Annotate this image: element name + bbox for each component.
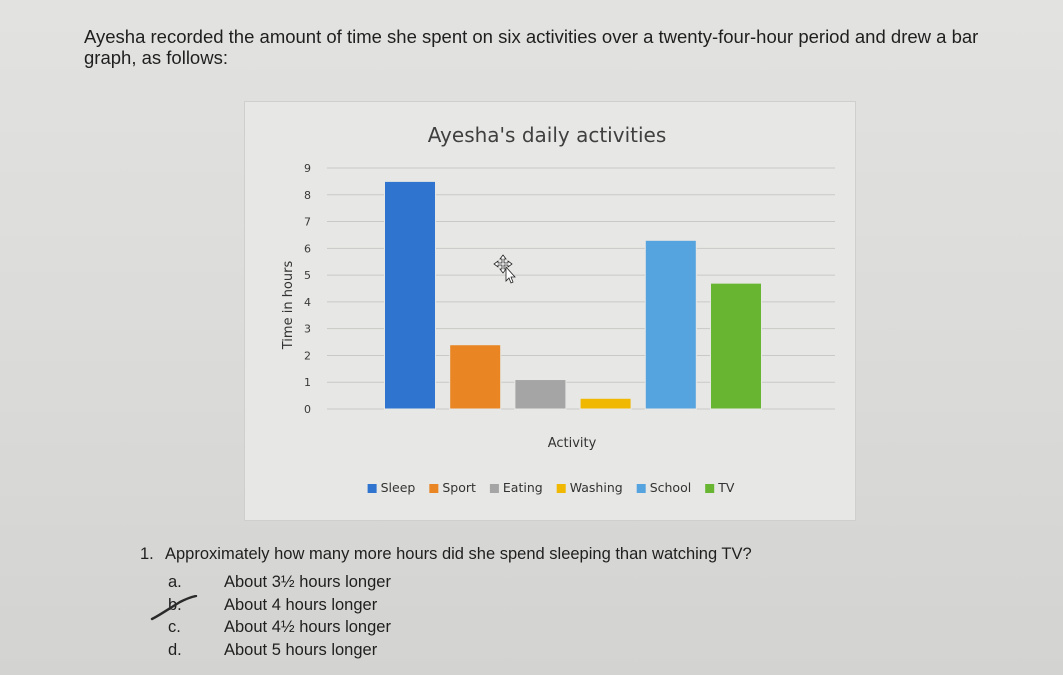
choice-a[interactable]: a. About 3½ hours longer [168, 571, 391, 594]
legend-item-sleep: Sleep [367, 480, 416, 495]
bar-chart: Ayesha's daily activities 0 1 2 3 4 5 6 7 8 9 Tim… [244, 101, 856, 521]
bar-sleep [384, 180, 436, 410]
legend-swatch [429, 484, 439, 493]
intro-text: Ayesha recorded the amount of time she s… [84, 26, 979, 68]
legend-item-school: School [636, 480, 692, 495]
legend-label: Sport [442, 480, 476, 495]
bar-sport [449, 344, 502, 410]
legend: Sleep Sport Eating Washing School TV [367, 480, 735, 495]
legend-label: Sleep [381, 480, 416, 495]
legend-swatch [705, 484, 715, 493]
y-tick-label: 5 [304, 269, 311, 282]
choice-d[interactable]: d. About 5 hours longer [168, 639, 391, 662]
choice-text: About 3½ hours longer [224, 573, 391, 591]
choice-b[interactable]: b. About 4 hours longer [168, 594, 391, 617]
question-text: Approximately how many more hours did sh… [165, 545, 752, 563]
legend-label: Eating [503, 480, 543, 495]
question-number: 1. [140, 545, 154, 563]
y-tick-label: 7 [304, 216, 311, 229]
choice-letter: c. [168, 618, 181, 636]
bar-eating [514, 379, 567, 410]
bar-washing [579, 397, 632, 410]
y-tick-label: 4 [304, 296, 311, 309]
choice-letter: d. [168, 640, 182, 659]
y-tick-label: 3 [304, 323, 311, 336]
y-tick-label: 1 [304, 376, 311, 389]
legend-label: TV [717, 480, 735, 495]
legend-item-eating: Eating [489, 480, 543, 495]
legend-label: School [650, 480, 692, 495]
choice-letter: a. [168, 573, 182, 591]
bars [384, 180, 762, 410]
legend-item-washing: Washing [556, 480, 623, 495]
y-tick-label: 9 [304, 162, 311, 175]
legend-swatch [489, 484, 499, 493]
choice-letter: b. [168, 595, 182, 614]
choice-c[interactable]: c. About 4½ hours longer [168, 616, 391, 639]
legend-swatch [636, 484, 646, 493]
choice-text: About 4½ hours longer [224, 618, 391, 636]
move-cursor-icon [493, 254, 516, 284]
legend-item-tv: TV [705, 480, 735, 495]
question-1: 1. Approximately how many more hours did … [140, 545, 752, 564]
y-tick-label: 8 [304, 189, 311, 202]
legend-label: Washing [570, 480, 623, 495]
choice-text: About 5 hours longer [224, 640, 378, 659]
y-tick-label: 2 [304, 349, 311, 362]
y-tick-label: 0 [304, 403, 311, 416]
x-axis-label: Activity [548, 436, 597, 451]
legend-item-sport: Sport [429, 480, 476, 495]
bar-school [644, 239, 697, 410]
chart-svg: Ayesha's daily activities 0 1 2 3 4 5 6 7 8 9 Tim… [281, 123, 835, 495]
y-axis-label: Time in hours [281, 261, 296, 351]
y-tick-label: 6 [304, 242, 311, 255]
bar-tv [710, 282, 762, 410]
y-axis-ticks: 0 1 2 3 4 5 6 7 8 9 [304, 162, 311, 416]
chart-title: Ayesha's daily activities [428, 123, 667, 147]
legend-swatch [367, 484, 377, 493]
choice-text: About 4 hours longer [224, 595, 378, 614]
answer-choices: a. About 3½ hours longer b. About 4 hours … [168, 571, 391, 661]
legend-swatch [556, 484, 566, 493]
